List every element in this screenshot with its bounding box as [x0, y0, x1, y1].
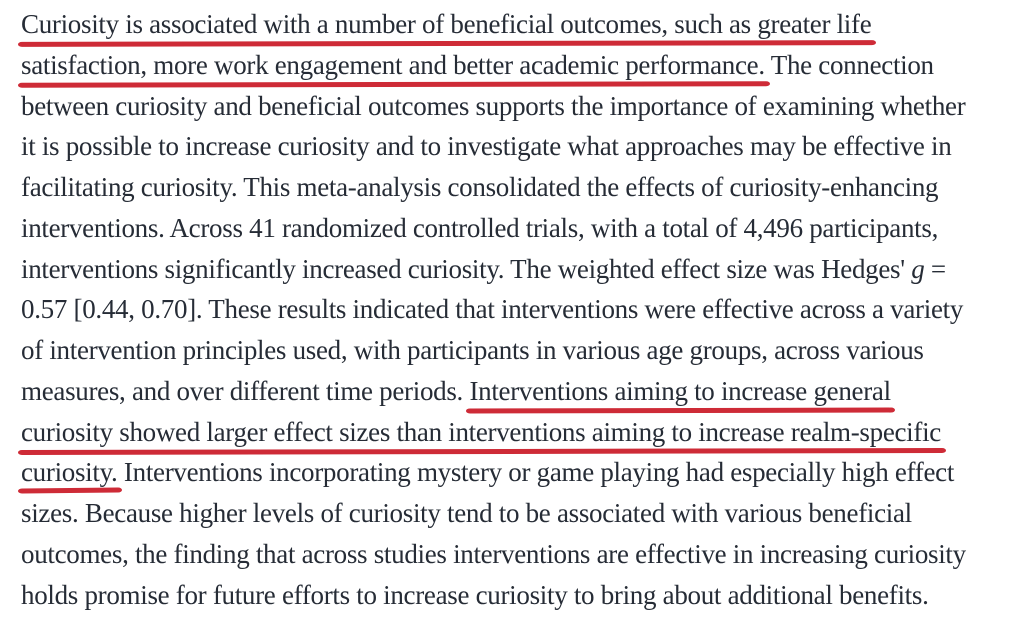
text-segment: interventions. Across 41 randomized cont…: [21, 212, 939, 243]
text-segment: between curiosity and beneficial outcome…: [21, 90, 966, 121]
text-line: 0.57 [0.44, 0.70]. These results indicat…: [21, 289, 1025, 330]
text-line: Curiosity is associated with a number of…: [21, 4, 1025, 45]
red-underlined-text: curiosity showed larger effect sizes tha…: [21, 416, 941, 447]
text-line: outcomes, the finding that across studie…: [21, 534, 1025, 575]
text-line: interventions significantly increased cu…: [21, 249, 1025, 290]
red-underlined-text: Curiosity is associated with a number of…: [21, 9, 872, 39]
red-underlined-text: curiosity.: [21, 457, 118, 488]
text-segment: interventions significantly increased cu…: [21, 253, 912, 284]
text-segment: outcomes, the finding that across studie…: [21, 538, 966, 569]
text-segment: Interventions incorporating mystery or g…: [117, 457, 955, 488]
text-line: it is possible to increase curiosity and…: [21, 126, 1025, 167]
text-line: curiosity. Interventions incorporating m…: [21, 452, 1025, 493]
text-segment: it is possible to increase curiosity and…: [21, 131, 952, 162]
text-line: of intervention principles used, with pa…: [21, 330, 1025, 371]
text-line: facilitating curiosity. This meta-analys…: [21, 167, 1025, 208]
text-segment: holds promise for future efforts to incr…: [21, 579, 929, 610]
text-line: between curiosity and beneficial outcome…: [21, 86, 1025, 127]
text-segment: 0.57 [0.44, 0.70]. These results indicat…: [21, 294, 964, 325]
text-segment: of intervention principles used, with pa…: [21, 335, 924, 365]
text-segment: sizes. Because higher levels of curiosit…: [21, 498, 912, 528]
abstract-paragraph: Curiosity is associated with a number of…: [21, 4, 1025, 615]
text-line: curiosity showed larger effect sizes tha…: [21, 412, 1025, 453]
text-line: sizes. Because higher levels of curiosit…: [21, 493, 1025, 534]
text-line: holds promise for future efforts to incr…: [21, 575, 1025, 616]
text-line: measures, and over different time period…: [21, 371, 1025, 412]
text-line: interventions. Across 41 randomized cont…: [21, 208, 1025, 249]
red-underlined-text: satisfaction, more work engagement and b…: [21, 49, 765, 80]
text-segment: The connection: [764, 49, 934, 80]
text-segment: =: [924, 253, 946, 284]
text-line: satisfaction, more work engagement and b…: [21, 45, 1025, 86]
text-segment: facilitating curiosity. This meta-analys…: [21, 172, 939, 202]
text-segment: measures, and over different time period…: [21, 375, 470, 406]
red-underlined-text: Interventions aiming to increase general: [469, 375, 891, 406]
italic-text-segment: g: [911, 253, 925, 284]
